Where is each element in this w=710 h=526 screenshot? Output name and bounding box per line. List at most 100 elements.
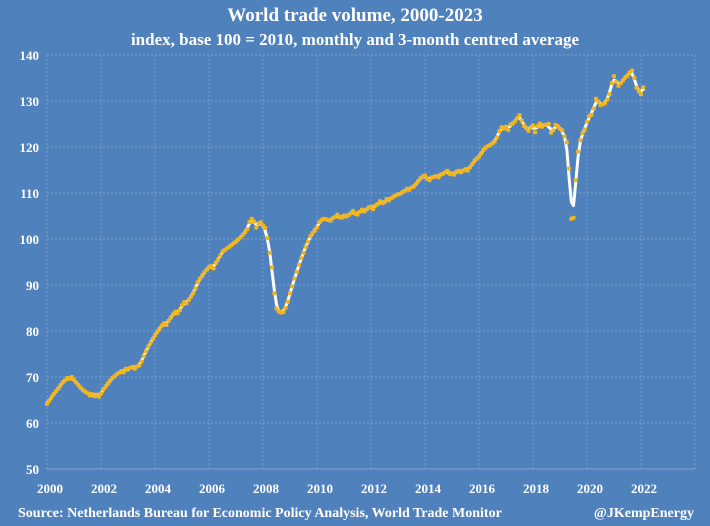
x-tick-label: 2008 bbox=[253, 481, 280, 496]
monthly-point bbox=[468, 165, 472, 170]
x-tick-label: 2004 bbox=[145, 481, 172, 496]
monthly-point bbox=[308, 234, 313, 239]
x-tick-label: 2020 bbox=[577, 481, 603, 496]
monthly-point bbox=[551, 128, 556, 133]
monthly-point bbox=[285, 299, 290, 304]
monthly-point bbox=[497, 129, 502, 134]
monthly-point bbox=[191, 290, 196, 295]
monthly-point bbox=[315, 225, 319, 230]
monthly-point bbox=[632, 76, 637, 80]
y-tick-label: 50 bbox=[26, 462, 39, 477]
monthly-point bbox=[177, 308, 182, 313]
monthly-point bbox=[254, 225, 259, 230]
y-tick-label: 130 bbox=[20, 94, 40, 109]
monthly-point bbox=[58, 383, 63, 388]
chart-title: World trade volume, 2000-2023 bbox=[227, 5, 483, 26]
monthly-point bbox=[477, 154, 481, 159]
monthly-point bbox=[609, 81, 614, 86]
monthly-point bbox=[479, 151, 484, 156]
monthly-point bbox=[531, 123, 535, 128]
monthly-point bbox=[517, 113, 522, 118]
monthly-point bbox=[193, 286, 198, 291]
monthly-point bbox=[49, 395, 54, 400]
monthly-point bbox=[580, 131, 585, 136]
y-axis-ticks: 50 60 70 80 90 100 110 120 130 140 bbox=[20, 48, 40, 477]
monthly-point bbox=[492, 139, 497, 144]
monthly-point bbox=[603, 101, 607, 106]
monthly-point bbox=[137, 363, 142, 368]
monthly-point bbox=[99, 391, 103, 396]
y-tick-label: 120 bbox=[20, 140, 40, 155]
monthly-point bbox=[245, 227, 250, 232]
monthly-point bbox=[186, 297, 191, 302]
x-tick-label: 2016 bbox=[469, 481, 496, 496]
monthly-point bbox=[166, 318, 171, 323]
monthly-point bbox=[292, 276, 297, 281]
y-tick-label: 140 bbox=[20, 48, 40, 63]
monthly-point bbox=[105, 381, 110, 386]
monthly-point bbox=[297, 262, 301, 267]
monthly-point bbox=[290, 284, 295, 289]
monthly-point bbox=[184, 301, 189, 306]
monthly-point bbox=[504, 124, 508, 129]
monthly-point bbox=[562, 134, 567, 139]
x-tick-label: 2000 bbox=[37, 481, 63, 496]
monthly-point bbox=[578, 138, 583, 143]
monthly-point bbox=[470, 162, 475, 166]
monthly-point bbox=[144, 349, 148, 354]
monthly-point bbox=[153, 333, 157, 338]
monthly-point bbox=[301, 250, 306, 255]
monthly-point bbox=[614, 79, 619, 84]
monthly-point bbox=[195, 280, 200, 285]
monthly-point bbox=[567, 166, 571, 171]
x-tick-label: 2022 bbox=[631, 481, 657, 496]
x-tick-label: 2012 bbox=[361, 481, 387, 496]
monthly-point bbox=[281, 310, 286, 315]
y-tick-label: 70 bbox=[26, 370, 39, 385]
monthly-point bbox=[382, 200, 387, 205]
monthly-point bbox=[585, 119, 589, 124]
x-tick-label: 2018 bbox=[523, 481, 550, 496]
x-axis-ticks: 2000 2002 2004 2006 2008 2010 2012 2014 2016 2018… bbox=[37, 481, 657, 496]
monthly-point bbox=[265, 236, 270, 241]
monthly-point bbox=[607, 92, 612, 97]
monthly-point bbox=[148, 341, 153, 345]
source-note: Source: Netherlands Bureau for Economic … bbox=[18, 506, 502, 521]
monthly-point bbox=[589, 112, 594, 117]
y-tick-label: 90 bbox=[26, 278, 39, 293]
monthly-point bbox=[155, 329, 160, 334]
monthly-point bbox=[168, 315, 173, 320]
monthly-point bbox=[150, 336, 155, 341]
x-tick-label: 2010 bbox=[307, 481, 333, 496]
y-tick-label: 80 bbox=[26, 324, 39, 339]
x-tick-label: 2002 bbox=[91, 481, 117, 496]
monthly-point bbox=[267, 250, 272, 255]
monthly-point bbox=[630, 68, 634, 73]
monthly-point bbox=[283, 306, 288, 310]
monthly-point bbox=[56, 386, 61, 391]
monthly-point bbox=[47, 398, 52, 403]
monthly-point bbox=[596, 99, 601, 104]
monthly-point bbox=[299, 256, 304, 261]
monthly-point bbox=[306, 239, 310, 244]
monthly-point bbox=[573, 178, 578, 183]
monthly-point bbox=[164, 323, 169, 327]
monthly-point bbox=[272, 291, 277, 296]
monthly-point bbox=[139, 359, 144, 364]
monthly-points-group bbox=[45, 68, 646, 406]
average-line bbox=[45, 71, 645, 405]
monthly-point bbox=[189, 294, 193, 299]
monthly-point bbox=[546, 122, 551, 126]
monthly-point bbox=[634, 85, 639, 90]
monthly-point bbox=[513, 119, 517, 124]
monthly-point bbox=[288, 291, 292, 296]
monthly-point bbox=[591, 106, 596, 111]
monthly-point bbox=[247, 220, 252, 224]
y-tick-label: 60 bbox=[26, 416, 39, 431]
monthly-point bbox=[571, 215, 576, 220]
monthly-point bbox=[252, 219, 256, 224]
monthly-point bbox=[180, 303, 184, 308]
monthly-point bbox=[371, 207, 376, 212]
monthly-point bbox=[465, 168, 470, 173]
chart-subtitle: index, base 100 = 2010, monthly and 3-mo… bbox=[130, 30, 580, 49]
